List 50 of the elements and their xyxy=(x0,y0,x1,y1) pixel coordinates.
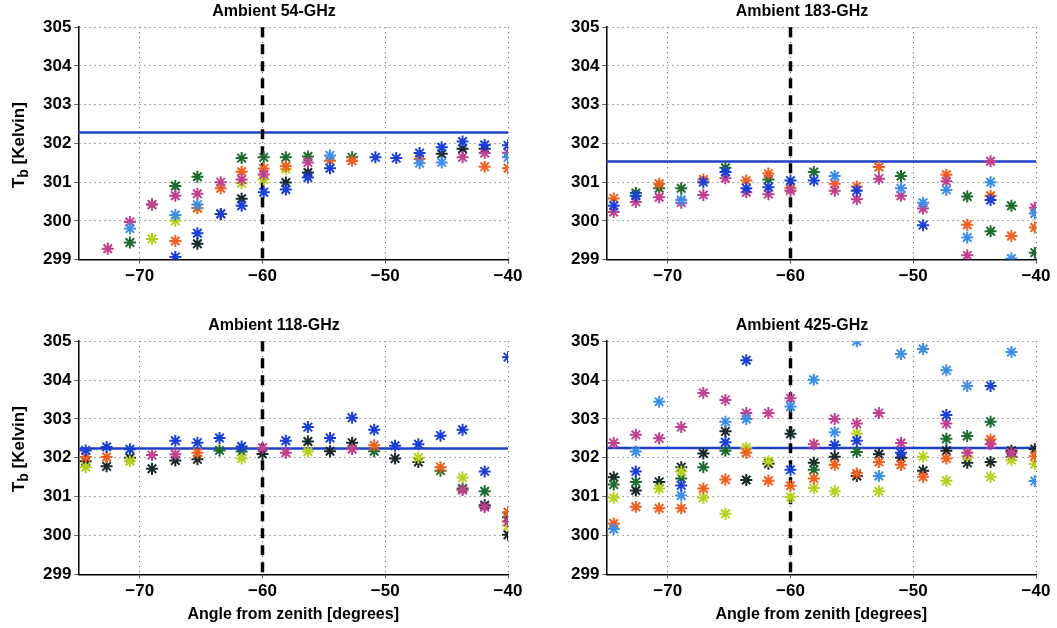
x-tick-label: −50 xyxy=(898,266,928,286)
x-tick-label: −40 xyxy=(1021,266,1051,286)
y-tick-label: 305 xyxy=(570,330,600,350)
y-tick-label: 301 xyxy=(570,486,600,506)
y-tick-label: 302 xyxy=(42,133,72,153)
y-tick-label: 299 xyxy=(570,249,600,269)
x-tick-label: −40 xyxy=(493,581,523,601)
y-tick-label: 305 xyxy=(570,16,600,36)
x-tick-label: −70 xyxy=(125,266,155,286)
x-tick-label: −70 xyxy=(653,266,683,286)
y-tick-label: 300 xyxy=(42,210,72,230)
x-tick-label: −50 xyxy=(370,581,400,601)
x-tick-label: −60 xyxy=(776,266,805,286)
chart-title: Ambient 54-GHz xyxy=(212,2,336,20)
y-tick-label: 304 xyxy=(570,55,600,75)
x-tick-label: −60 xyxy=(776,581,805,601)
y-tick-label: 305 xyxy=(42,16,72,36)
y-tick-label: 303 xyxy=(42,94,72,114)
x-tick-label: −40 xyxy=(493,266,523,286)
y-tick-label: 300 xyxy=(42,525,72,545)
x-axis-title: Angle from zenith [degrees] xyxy=(715,604,927,622)
y-tick-label: 302 xyxy=(570,133,600,153)
y-tick-label: 301 xyxy=(570,171,600,191)
y-tick-label: 304 xyxy=(42,55,72,75)
x-tick-label: −50 xyxy=(898,581,928,601)
y-tick-label: 304 xyxy=(42,369,72,389)
x-tick-label: −60 xyxy=(248,266,277,286)
x-tick-label: −70 xyxy=(125,581,155,601)
x-axis-title: Angle from zenith [degrees] xyxy=(187,604,399,622)
y-tick-label: 299 xyxy=(42,564,72,584)
y-tick-label: 299 xyxy=(42,249,72,269)
y-tick-label: 305 xyxy=(42,330,72,350)
y-tick-label: 304 xyxy=(570,369,600,389)
y-tick-label: 300 xyxy=(570,525,600,545)
y-tick-label: 303 xyxy=(570,94,600,114)
y-tick-label: 303 xyxy=(570,408,600,428)
chart-title: Ambient 425-GHz xyxy=(735,316,869,334)
y-tick-label: 300 xyxy=(570,210,600,230)
chart-title: Ambient 118-GHz xyxy=(208,316,340,334)
y-tick-label: 302 xyxy=(570,447,600,467)
y-tick-label: 303 xyxy=(42,408,72,428)
x-tick-label: −50 xyxy=(370,266,400,286)
y-tick-label: 302 xyxy=(42,447,72,467)
x-tick-label: −40 xyxy=(1021,581,1051,601)
x-tick-label: −70 xyxy=(653,581,683,601)
y-tick-label: 299 xyxy=(570,564,600,584)
y-tick-label: 301 xyxy=(42,171,72,191)
y-tick-label: 301 xyxy=(42,486,72,506)
chart-title: Ambient 183-GHz xyxy=(735,2,869,20)
x-tick-label: −60 xyxy=(248,581,277,601)
